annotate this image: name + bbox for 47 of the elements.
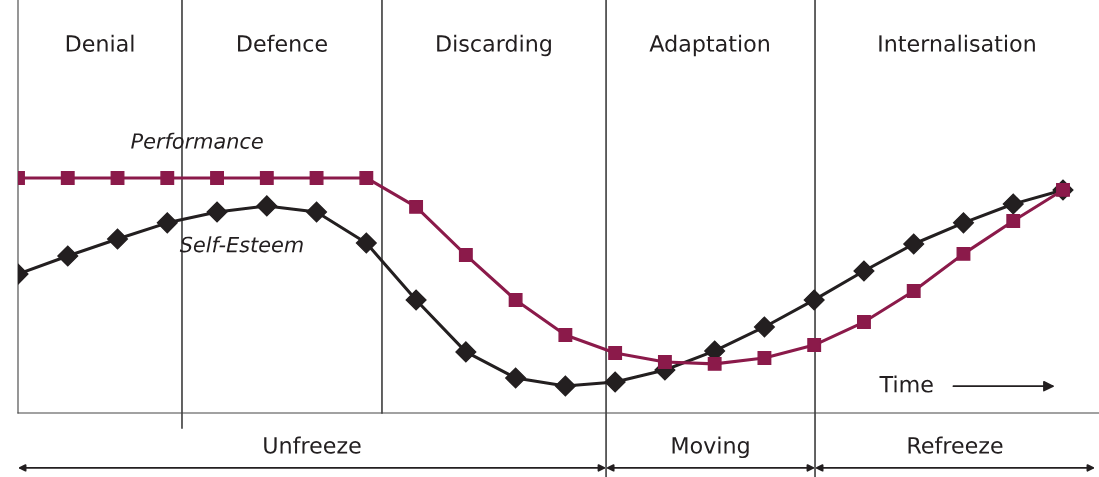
point [458, 248, 473, 262]
point [554, 375, 576, 397]
point [508, 292, 523, 307]
point [256, 195, 278, 217]
point [455, 341, 477, 363]
text: Refreeze [908, 436, 1003, 454]
point [206, 201, 228, 223]
point [608, 346, 623, 361]
text: Internalisation [879, 34, 1035, 52]
text: Denial [66, 34, 134, 52]
text: Adaptation [649, 34, 769, 57]
text: Discarding [437, 34, 551, 57]
point [409, 199, 424, 214]
text: Moving [672, 436, 749, 459]
point [707, 356, 722, 371]
point [160, 170, 175, 185]
point [757, 351, 772, 365]
point [803, 289, 825, 311]
text: Unfreeze [264, 436, 361, 454]
text: Defence [238, 34, 327, 52]
point [355, 232, 377, 254]
point [853, 260, 875, 282]
point [906, 284, 921, 298]
point [807, 338, 822, 353]
point [956, 246, 971, 261]
point [558, 328, 573, 342]
point [259, 170, 274, 185]
point [57, 245, 79, 267]
point [857, 315, 871, 329]
point [359, 170, 374, 185]
point [903, 233, 925, 255]
point [210, 170, 224, 185]
point [604, 371, 626, 393]
point [753, 316, 775, 338]
point [1006, 214, 1021, 228]
point [505, 367, 527, 389]
point [110, 170, 125, 185]
point [1002, 193, 1024, 215]
point [306, 201, 328, 223]
point [107, 228, 129, 250]
annotation: Time [879, 375, 933, 393]
point [60, 170, 75, 185]
point [657, 355, 672, 369]
point [156, 212, 178, 234]
point [952, 212, 974, 234]
point [309, 170, 324, 185]
point [405, 289, 427, 311]
